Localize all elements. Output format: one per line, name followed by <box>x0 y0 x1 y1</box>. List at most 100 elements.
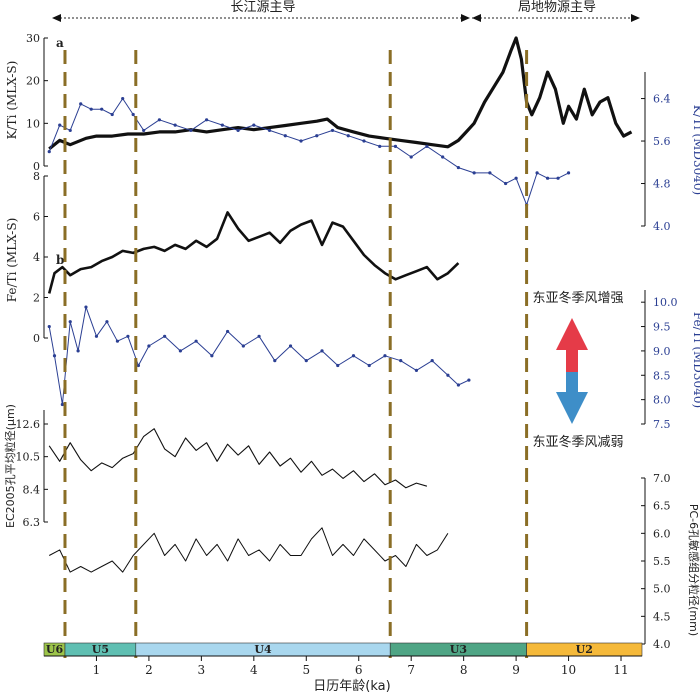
series-point-kti_md <box>252 123 256 127</box>
series-point-kti_md <box>378 144 382 148</box>
series-point-feti_md <box>126 334 130 338</box>
series-point-kti_md <box>283 134 287 138</box>
series-point-kti_md <box>142 128 146 133</box>
annotation-strengthening: 东亚冬季风增强 <box>532 290 623 306</box>
feti-mlx-axis-label: Fe/Ti (MLX-S) <box>5 218 19 302</box>
x-axis-tick-label: 2 <box>145 663 153 677</box>
series-point-kti_md <box>220 123 224 127</box>
series-point-kti_md <box>58 123 62 127</box>
unit-label-U2: U2 <box>576 643 593 656</box>
series-point-feti_md <box>178 349 182 353</box>
series-point-kti_md <box>315 134 319 138</box>
kti-md-axis-label: K/Ti (MD3040) <box>691 105 700 195</box>
panel-label-b: b <box>56 253 64 267</box>
arrow-up-icon <box>556 318 588 372</box>
series-point-kti_md <box>393 144 398 148</box>
series-point-feti_md <box>225 329 230 334</box>
x-axis-ticks: 1 2 3 4 5 6 7 8 9 10 11 <box>93 656 629 677</box>
series-point-feti_md <box>273 359 277 363</box>
x-axis-tick-label: 7 <box>407 663 415 677</box>
x-axis-tick-label: 3 <box>198 663 206 677</box>
series-point-kti_md <box>504 181 508 186</box>
series-point-feti_md <box>210 354 214 358</box>
unit-label-U4: U4 <box>254 643 272 656</box>
grain_pc-tick-label: 5.0 <box>653 583 671 596</box>
grain_ec-tick-label: 12.6 <box>16 418 41 431</box>
series-point-feti_md <box>194 339 198 343</box>
series-point-kti_md <box>425 144 429 148</box>
series-point-feti_md <box>367 363 371 368</box>
series-point-feti_md <box>52 354 57 358</box>
monsoon-annotation: 东亚冬季风增强 东亚冬季风减弱 <box>532 290 623 450</box>
series-line-kti_mlx <box>48 36 633 151</box>
series-point-kti_md <box>299 139 303 143</box>
unit-boundaries <box>63 50 529 660</box>
series-point-feti_md <box>84 305 88 309</box>
header-arrowhead-left <box>52 14 61 22</box>
kti_md-tick-label: 5.6 <box>653 135 671 148</box>
series-point-kti_md <box>267 128 272 133</box>
series-point-kti_md <box>89 107 93 111</box>
series-point-kti_md <box>79 102 83 106</box>
series-point-feti_md <box>456 383 461 387</box>
series-point-kti_md <box>409 155 413 159</box>
series-point-feti_md <box>147 344 151 348</box>
axis-ticks: 0 10 20 30 4.0 4.8 5.6 6.4 0 2 4 6 8 7.5 8.0 8.5 9.0 9.5 1… <box>16 32 678 651</box>
feti_mlx-tick-label: 0 <box>33 332 40 345</box>
grain_ec-tick-label: 8.4 <box>23 483 41 496</box>
unit-label-U3: U3 <box>450 643 467 656</box>
series-point-feti_md <box>94 334 99 338</box>
panel-label-a: a <box>56 36 64 50</box>
annotation-weakening: 东亚冬季风减弱 <box>532 434 623 450</box>
series-point-kti_md <box>514 176 518 180</box>
series-point-kti_md <box>330 128 335 133</box>
grain_ec-tick-label: 6.3 <box>23 516 41 529</box>
series-point-kti_md <box>68 128 72 133</box>
series-point-feti_md <box>163 334 167 338</box>
series-point-kti_md <box>441 155 445 159</box>
x-axis-tick-label: 10 <box>561 663 576 677</box>
series-point-kti_md <box>100 107 104 111</box>
feti_md-tick-label: 8.0 <box>653 394 671 407</box>
series-point-feti_md <box>414 368 419 372</box>
series-point-kti_md <box>472 171 476 175</box>
series-point-feti_md <box>47 324 51 329</box>
series-point-feti_md <box>105 320 109 324</box>
series-point-feti_md <box>257 334 261 338</box>
grain-ec-axis-label: EC2005孔平均粒径(μm) <box>3 404 17 528</box>
stratigraphic-unit-bar: U6 U5 U4 U3 U2 <box>43 642 643 657</box>
header-right-label: 局地物源主导 <box>518 0 596 15</box>
feti_md-tick-label: 10.0 <box>653 296 678 309</box>
series-point-feti_md <box>467 378 471 382</box>
header-left-label: 长江源主导 <box>230 0 295 15</box>
kti_md-tick-label: 6.4 <box>653 93 671 106</box>
kti_mlx-tick-label: 0 <box>33 160 40 173</box>
series-point-feti_md <box>241 344 245 348</box>
series-point-feti_md <box>336 363 340 368</box>
feti_mlx-tick-label: 6 <box>33 211 40 224</box>
header-dominance-arrows: 长江源主导 局地物源主导 <box>52 0 640 22</box>
series-point-feti_md <box>76 349 80 353</box>
x-axis-tick-label: 4 <box>250 663 258 677</box>
series-point-feti_md <box>68 320 72 324</box>
kti-mlx-axis-label: K/Ti (MLX-S) <box>5 61 19 140</box>
series-point-feti_md <box>320 349 324 353</box>
feti_md-tick-label: 8.5 <box>653 369 671 382</box>
series-point-feti_md <box>288 344 293 348</box>
series-point-feti_md <box>383 354 387 358</box>
series-point-kti_md <box>189 128 193 133</box>
grain_pc-tick-label: 6.5 <box>653 500 671 513</box>
grain_pc-tick-label: 4.5 <box>653 610 671 623</box>
kti_mlx-tick-label: 30 <box>26 32 40 45</box>
grain_pc-tick-label: 7.0 <box>653 472 671 485</box>
series-line-feti_md <box>48 306 470 405</box>
series-point-kti_md <box>173 123 177 127</box>
x-axis-label: 日历年龄(ka) <box>313 679 390 694</box>
series-point-kti_md <box>362 139 366 143</box>
series-line-feti_mlx <box>47 211 460 294</box>
x-axis-tick-label: 8 <box>460 663 468 677</box>
series-point-kti_md <box>236 128 240 133</box>
series-point-kti_md <box>456 165 461 170</box>
series-point-feti_md <box>446 373 450 377</box>
